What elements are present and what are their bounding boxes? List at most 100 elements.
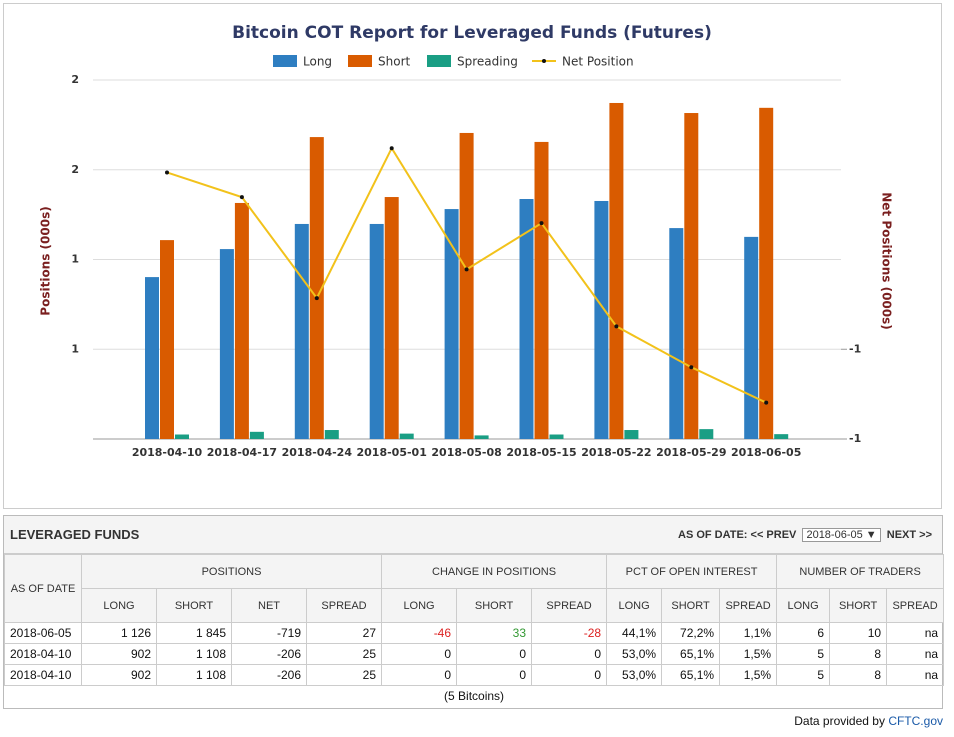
y-tick-label: 1	[71, 342, 79, 355]
table-cell: 8	[829, 643, 888, 665]
table-cell: -28	[531, 622, 608, 644]
x-tick-label: 2018-05-01	[357, 446, 427, 459]
bar	[384, 197, 399, 439]
bar	[474, 435, 489, 439]
group-header: POSITIONS	[80, 554, 383, 589]
bar	[249, 431, 264, 439]
date-select[interactable]: 2018-06-05 ▼	[802, 528, 881, 542]
table-cell: 25	[305, 643, 383, 665]
table-cell: 10	[829, 622, 888, 644]
bar	[594, 200, 609, 439]
table-cell: na	[886, 664, 945, 686]
table-cell: 0	[531, 643, 608, 665]
table-cell: 0	[456, 643, 533, 665]
table-cell: 6	[776, 622, 831, 644]
data-row: 2018-04-10 902 1 108 -206 25 0 0 0 53,0% 65,1% 1,5…	[4, 664, 945, 686]
y2-tick-label: -1	[849, 432, 861, 445]
table-cell: -206	[231, 643, 307, 665]
table-cell: na	[886, 622, 945, 644]
net-point	[314, 296, 319, 301]
bar	[759, 107, 774, 439]
column-header: SPREAD	[886, 588, 945, 623]
x-tick-label: 2018-04-17	[207, 446, 277, 459]
column-header: LONG	[381, 588, 458, 623]
bar	[369, 223, 384, 439]
bar	[684, 113, 699, 439]
bar	[160, 240, 174, 439]
table-cell: na	[886, 643, 945, 665]
table-cell: 1,5%	[719, 664, 778, 686]
table-cell: 1 108	[156, 664, 232, 686]
legend-swatch	[427, 55, 451, 67]
net-point	[689, 365, 694, 370]
table-cell: 0	[531, 664, 608, 686]
selected-date: 2018-06-05	[806, 529, 863, 541]
data-table: AS OF DATE POSITIONS CHANGE IN POSITIONS PC…	[4, 554, 945, 706]
net-point	[239, 195, 244, 200]
table-cell: 27	[305, 622, 383, 644]
date-nav: AS OF DATE: << PREV 2018-06-05 ▼ NEXT >>	[678, 528, 932, 542]
chart: Bitcoin COT Report for Leveraged Funds (…	[39, 23, 894, 459]
table-cell: -719	[231, 622, 307, 644]
table-cell: 0	[381, 664, 458, 686]
column-header: LONG	[81, 588, 157, 623]
subheader-row: LONG SHORT NET SPREAD LONG SHORT SPREAD LONG SHO…	[5, 588, 945, 623]
column-header: LONG	[606, 588, 663, 623]
bar	[294, 223, 309, 439]
table-cell: -206	[231, 664, 307, 686]
footer-link[interactable]: CFTC.gov	[888, 714, 943, 728]
y2-axis-title: Net Positions (000s)	[880, 192, 894, 330]
x-tick-label: 2018-05-29	[656, 446, 726, 459]
bar	[459, 132, 474, 439]
chart-title: Bitcoin COT Report for Leveraged Funds (…	[232, 23, 712, 43]
next-button[interactable]: NEXT >>	[886, 529, 932, 541]
bar	[145, 277, 159, 439]
table-cell: 1,5%	[719, 643, 778, 665]
table-cell: 65,1%	[661, 664, 721, 686]
group-header: NUMBER OF TRADERS	[776, 554, 945, 589]
table-title: LEVERAGED FUNDS	[10, 527, 140, 542]
group-header: PCT OF OPEN INTEREST	[606, 554, 778, 589]
table-cell: 1,1%	[719, 622, 778, 644]
group-header: CHANGE IN POSITIONS	[381, 554, 608, 589]
x-tick-label: 2018-05-15	[506, 446, 576, 459]
bar	[399, 433, 414, 439]
bar	[324, 430, 339, 439]
table-cell: 25	[305, 664, 383, 686]
footer: Data provided by CFTC.gov	[794, 714, 943, 728]
table-cell: 2018-06-05	[4, 622, 82, 644]
column-header: SHORT	[156, 588, 232, 623]
bar	[519, 199, 534, 439]
table-cell: 1 108	[156, 643, 232, 665]
table-toolbar: LEVERAGED FUNDS AS OF DATE: << PREV 2018…	[4, 516, 942, 554]
legend-label: Spreading	[457, 55, 518, 69]
legend-swatch	[273, 55, 297, 67]
table-cell: 44,1%	[606, 622, 663, 644]
column-header: SPREAD	[305, 588, 383, 623]
table-cell: 1 845	[156, 622, 232, 644]
prev-button[interactable]: << PREV	[750, 529, 797, 541]
table-cell: -46	[381, 622, 458, 644]
net-point	[464, 267, 469, 272]
table-cell: 2018-04-10	[4, 664, 82, 686]
column-header: SHORT	[829, 588, 888, 623]
as-of-label: AS OF DATE:	[678, 529, 748, 541]
bar	[309, 137, 324, 439]
net-point	[614, 324, 619, 329]
bar	[744, 236, 759, 439]
legend-dot	[542, 59, 546, 63]
table-cell: 53,0%	[606, 643, 663, 665]
bar	[669, 228, 684, 439]
bar	[549, 434, 564, 439]
table-cell: 72,2%	[661, 622, 721, 644]
bar	[609, 102, 624, 439]
table-cell: 0	[456, 664, 533, 686]
bar	[534, 141, 549, 440]
y2-tick-label: -1	[849, 342, 861, 355]
data-row: 2018-04-10 902 1 108 -206 25 0 0 0 53,0% 65,1% 1,5…	[4, 643, 945, 665]
bar	[175, 434, 189, 439]
bar	[219, 249, 234, 439]
y-tick-label: 2	[71, 163, 79, 176]
row-header: AS OF DATE	[4, 554, 82, 623]
